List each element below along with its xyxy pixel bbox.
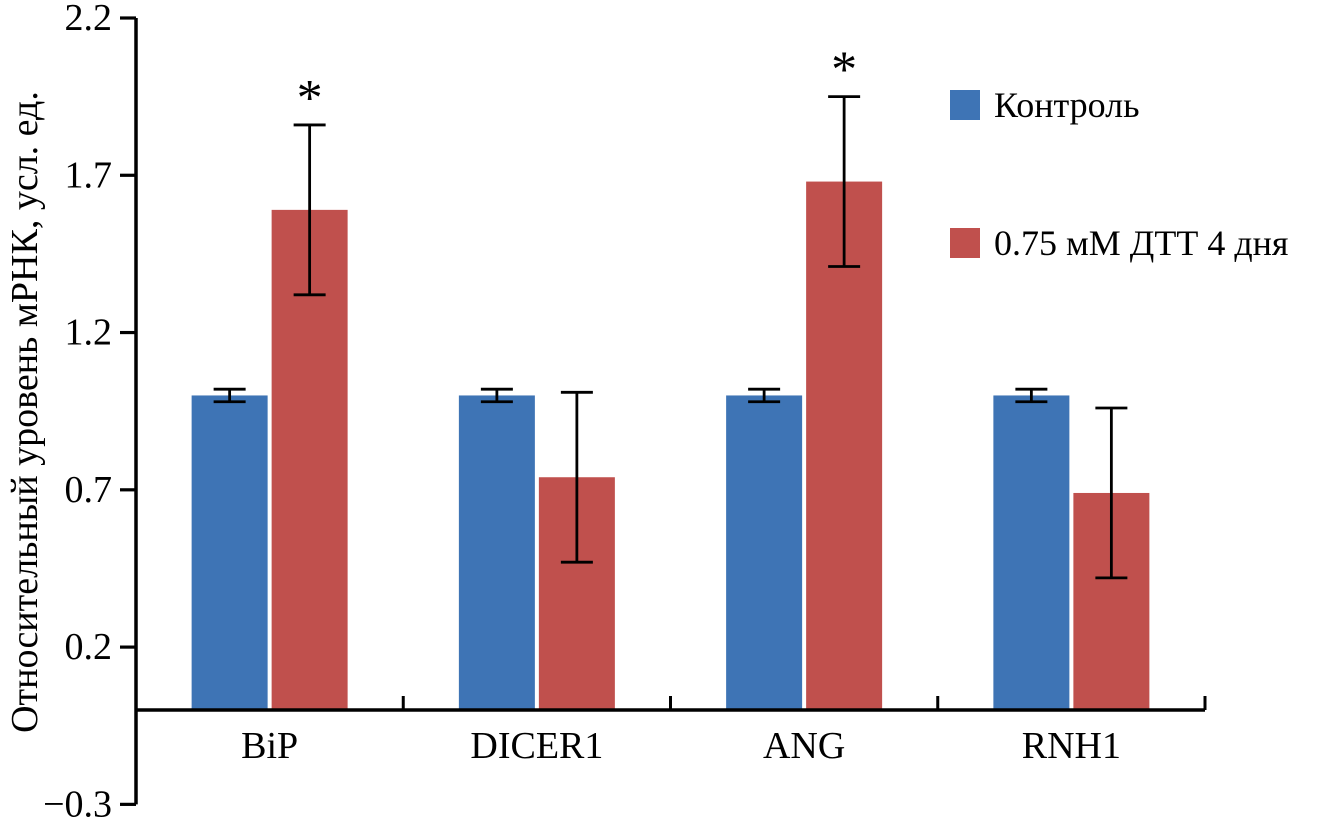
legend: Контроль 0.75 мМ ДТТ 4 дня (950, 84, 1288, 264)
bar-treatment-ANG (806, 181, 883, 711)
y-axis-label: Относительный уровень мРНК, усл. ед. (4, 91, 46, 733)
y-tick-label: 1.7 (65, 154, 113, 196)
x-category-label-ANG: ANG (763, 725, 845, 767)
legend-swatch-control (950, 90, 980, 120)
y-tick-label: 0.2 (65, 626, 113, 668)
legend-label-treatment: 0.75 мМ ДТТ 4 дня (994, 223, 1289, 263)
y-tick-label: 1.2 (65, 312, 113, 354)
bar-control-BiP (191, 395, 268, 710)
y-tick-label: −0.3 (43, 783, 112, 825)
significance-marker-BiP: * (297, 70, 323, 127)
legend-swatch-treatment (950, 228, 980, 258)
legend-item-control: Контроль (950, 84, 1288, 126)
bar-control-ANG (726, 395, 803, 710)
significance-marker-ANG: * (831, 42, 857, 99)
y-tick-label: 2.2 (65, 0, 113, 39)
bar-control-DICER1 (458, 395, 535, 710)
bar-control-RNH1 (993, 395, 1070, 710)
y-tick-label: 0.7 (65, 469, 113, 511)
x-category-label-RNH1: RNH1 (1022, 725, 1121, 767)
legend-item-treatment: 0.75 мМ ДТТ 4 дня (950, 222, 1288, 264)
x-category-label-DICER1: DICER1 (470, 725, 603, 767)
x-category-label-BiP: BiP (241, 725, 298, 767)
legend-label-control: Контроль (994, 85, 1140, 125)
